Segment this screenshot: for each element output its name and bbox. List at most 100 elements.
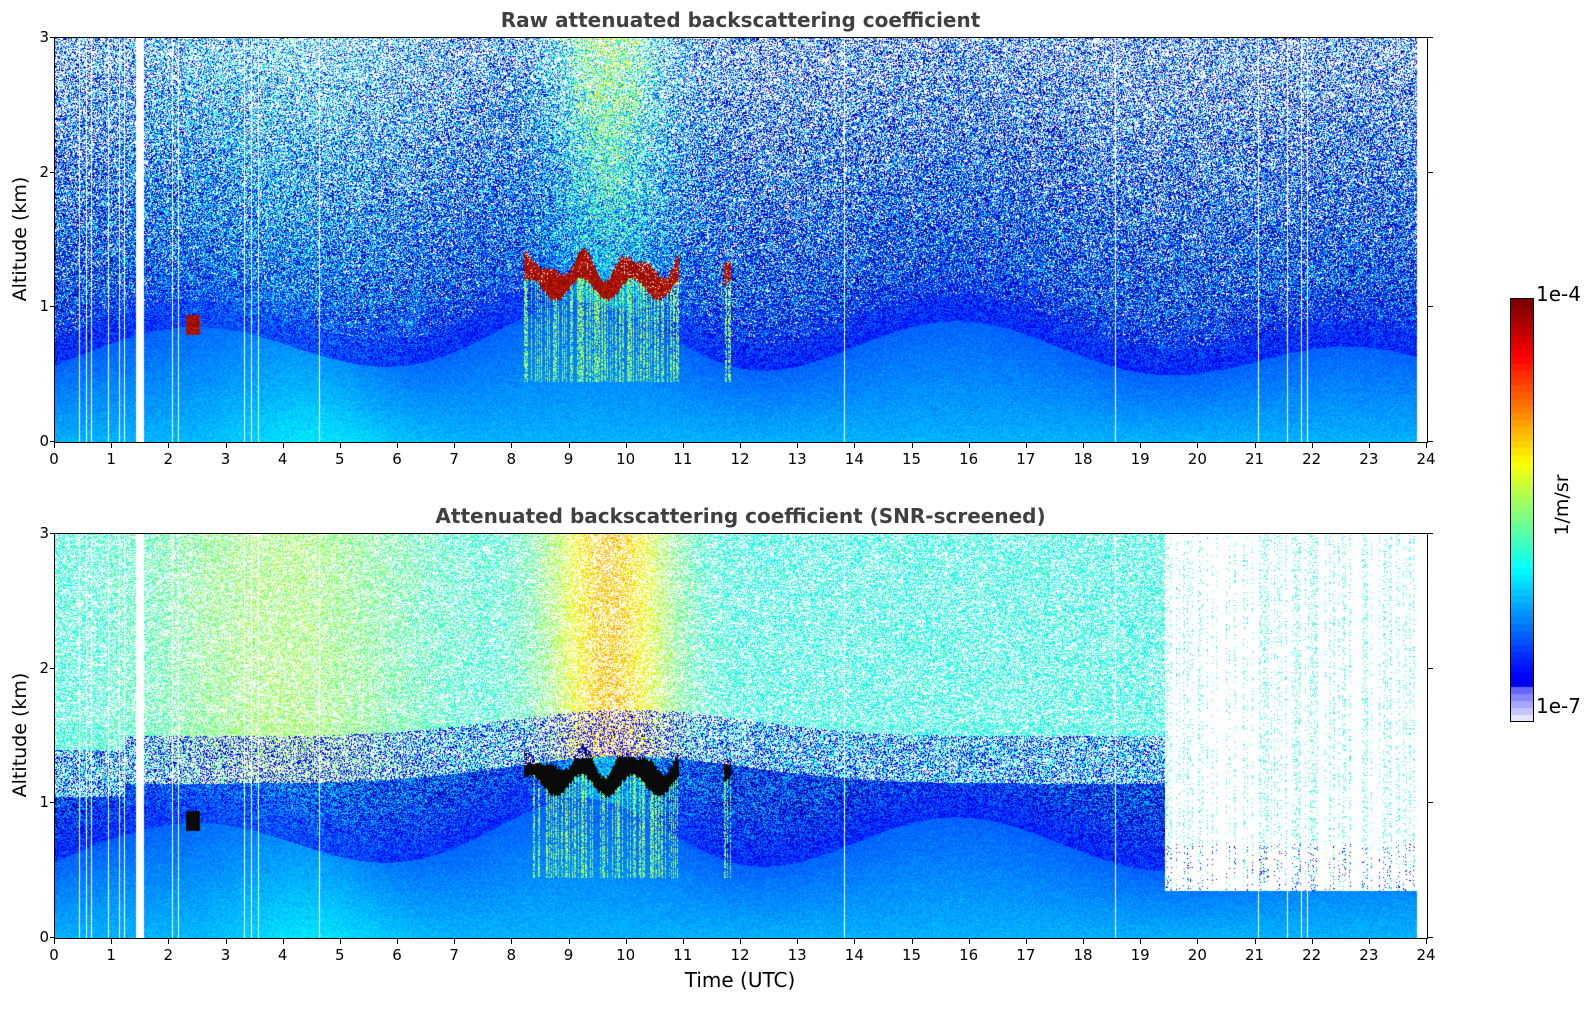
x-tick-label: 13 — [787, 450, 807, 468]
x-tick-mark — [1254, 443, 1256, 448]
x-tick-label: 20 — [1187, 450, 1207, 468]
x-tick-label: 0 — [49, 450, 59, 468]
x-tick-label: 22 — [1302, 946, 1322, 964]
bottom-heatmap-plot — [54, 533, 1428, 939]
x-tick-label: 6 — [392, 946, 402, 964]
colorbar-min-label: 1e-7 — [1536, 694, 1581, 718]
x-tick-mark — [282, 443, 284, 448]
x-tick-label: 16 — [959, 946, 979, 964]
x-tick-label: 2 — [163, 450, 174, 468]
x-tick-mark — [511, 443, 513, 448]
y-tick-mark — [50, 802, 55, 804]
y-tick-mark — [1428, 171, 1433, 173]
x-tick-mark — [911, 939, 913, 944]
x-tick-mark — [111, 939, 113, 944]
x-tick-label: 17 — [1016, 946, 1036, 964]
x-tick-mark — [1426, 443, 1427, 448]
top-heatmap-canvas — [55, 38, 1427, 442]
y-tick-mark — [50, 171, 55, 173]
y-tick-mark — [50, 306, 55, 308]
top-y-axis-label: Altitude (km) — [9, 176, 31, 302]
x-tick-mark — [682, 443, 684, 448]
y-tick-label: 2 — [39, 658, 49, 677]
x-tick-label: 9 — [563, 450, 574, 468]
x-tick-mark — [911, 443, 913, 448]
x-tick-mark — [682, 939, 684, 944]
x-tick-label: 17 — [1016, 450, 1036, 468]
x-tick-label: 20 — [1187, 946, 1207, 964]
x-tick-label: 1 — [106, 450, 116, 468]
y-tick-mark — [1428, 937, 1433, 938]
x-tick-mark — [454, 939, 456, 944]
top-heatmap-plot — [54, 37, 1428, 443]
x-tick-mark — [1197, 939, 1199, 944]
y-tick-label: 3 — [39, 28, 49, 46]
x-tick-label: 3 — [220, 450, 231, 468]
x-tick-label: 14 — [844, 450, 864, 468]
y-tick-label: 1 — [39, 793, 49, 812]
x-tick-label: 8 — [506, 450, 517, 468]
x-tick-label: 0 — [49, 946, 59, 964]
bottom-heatmap-canvas — [55, 534, 1427, 938]
bottom-panel-title: Attenuated backscattering coefficient (S… — [435, 504, 1046, 528]
y-tick-mark — [50, 37, 55, 38]
x-tick-mark — [511, 939, 513, 944]
x-tick-mark — [339, 939, 341, 944]
x-tick-mark — [854, 939, 856, 944]
y-tick-mark — [50, 937, 55, 938]
y-tick-label: 1 — [39, 297, 49, 316]
x-tick-label: 3 — [220, 946, 231, 964]
x-tick-mark — [111, 443, 113, 448]
x-tick-mark — [1140, 443, 1142, 448]
x-tick-mark — [797, 443, 799, 448]
y-tick-mark — [50, 441, 55, 442]
x-tick-mark — [1368, 939, 1370, 944]
x-tick-label: 10 — [616, 946, 636, 964]
x-tick-mark — [282, 939, 284, 944]
x-tick-mark — [1311, 443, 1313, 448]
y-tick-label: 3 — [39, 524, 49, 542]
x-tick-mark — [168, 443, 170, 448]
x-tick-label: 8 — [506, 946, 517, 964]
x-tick-label: 19 — [1130, 450, 1150, 468]
x-tick-mark — [1311, 939, 1313, 944]
x-tick-mark — [339, 443, 341, 448]
x-tick-label: 12 — [730, 450, 750, 468]
x-tick-label: 7 — [449, 450, 459, 468]
x-axis-label: Time (UTC) — [684, 968, 796, 992]
top-panel-title: Raw attenuated backscattering coefficien… — [500, 8, 981, 32]
y-tick-label: 2 — [39, 162, 49, 181]
x-tick-mark — [1140, 939, 1142, 944]
x-tick-label: 15 — [901, 450, 922, 468]
x-tick-mark — [854, 443, 856, 448]
x-tick-label: 24 — [1416, 450, 1436, 468]
x-tick-label: 21 — [1244, 946, 1265, 964]
x-tick-mark — [625, 443, 627, 448]
x-tick-mark — [797, 939, 799, 944]
x-tick-mark — [1083, 939, 1084, 944]
x-tick-label: 11 — [673, 946, 693, 964]
y-tick-mark — [1428, 802, 1433, 804]
x-tick-mark — [168, 939, 170, 944]
x-tick-label: 14 — [844, 946, 864, 964]
x-tick-label: 11 — [673, 450, 693, 468]
x-tick-label: 1 — [106, 946, 116, 964]
x-tick-label: 16 — [959, 450, 979, 468]
colorbar-max-label: 1e-4 — [1536, 282, 1581, 306]
x-tick-mark — [740, 939, 741, 944]
y-tick-label: 0 — [39, 432, 49, 450]
x-tick-mark — [1254, 939, 1256, 944]
x-tick-label: 21 — [1244, 450, 1265, 468]
x-tick-label: 19 — [1130, 946, 1150, 964]
x-tick-mark — [1083, 443, 1084, 448]
x-tick-mark — [397, 939, 398, 944]
x-tick-label: 7 — [449, 946, 459, 964]
x-tick-mark — [968, 443, 970, 448]
x-tick-label: 6 — [392, 450, 402, 468]
colorbar-unit-label: 1/m/sr — [1551, 474, 1573, 536]
x-tick-mark — [740, 443, 741, 448]
x-tick-mark — [1368, 443, 1370, 448]
x-tick-label: 10 — [616, 450, 636, 468]
x-tick-mark — [1025, 939, 1027, 944]
x-tick-label: 4 — [277, 946, 288, 964]
